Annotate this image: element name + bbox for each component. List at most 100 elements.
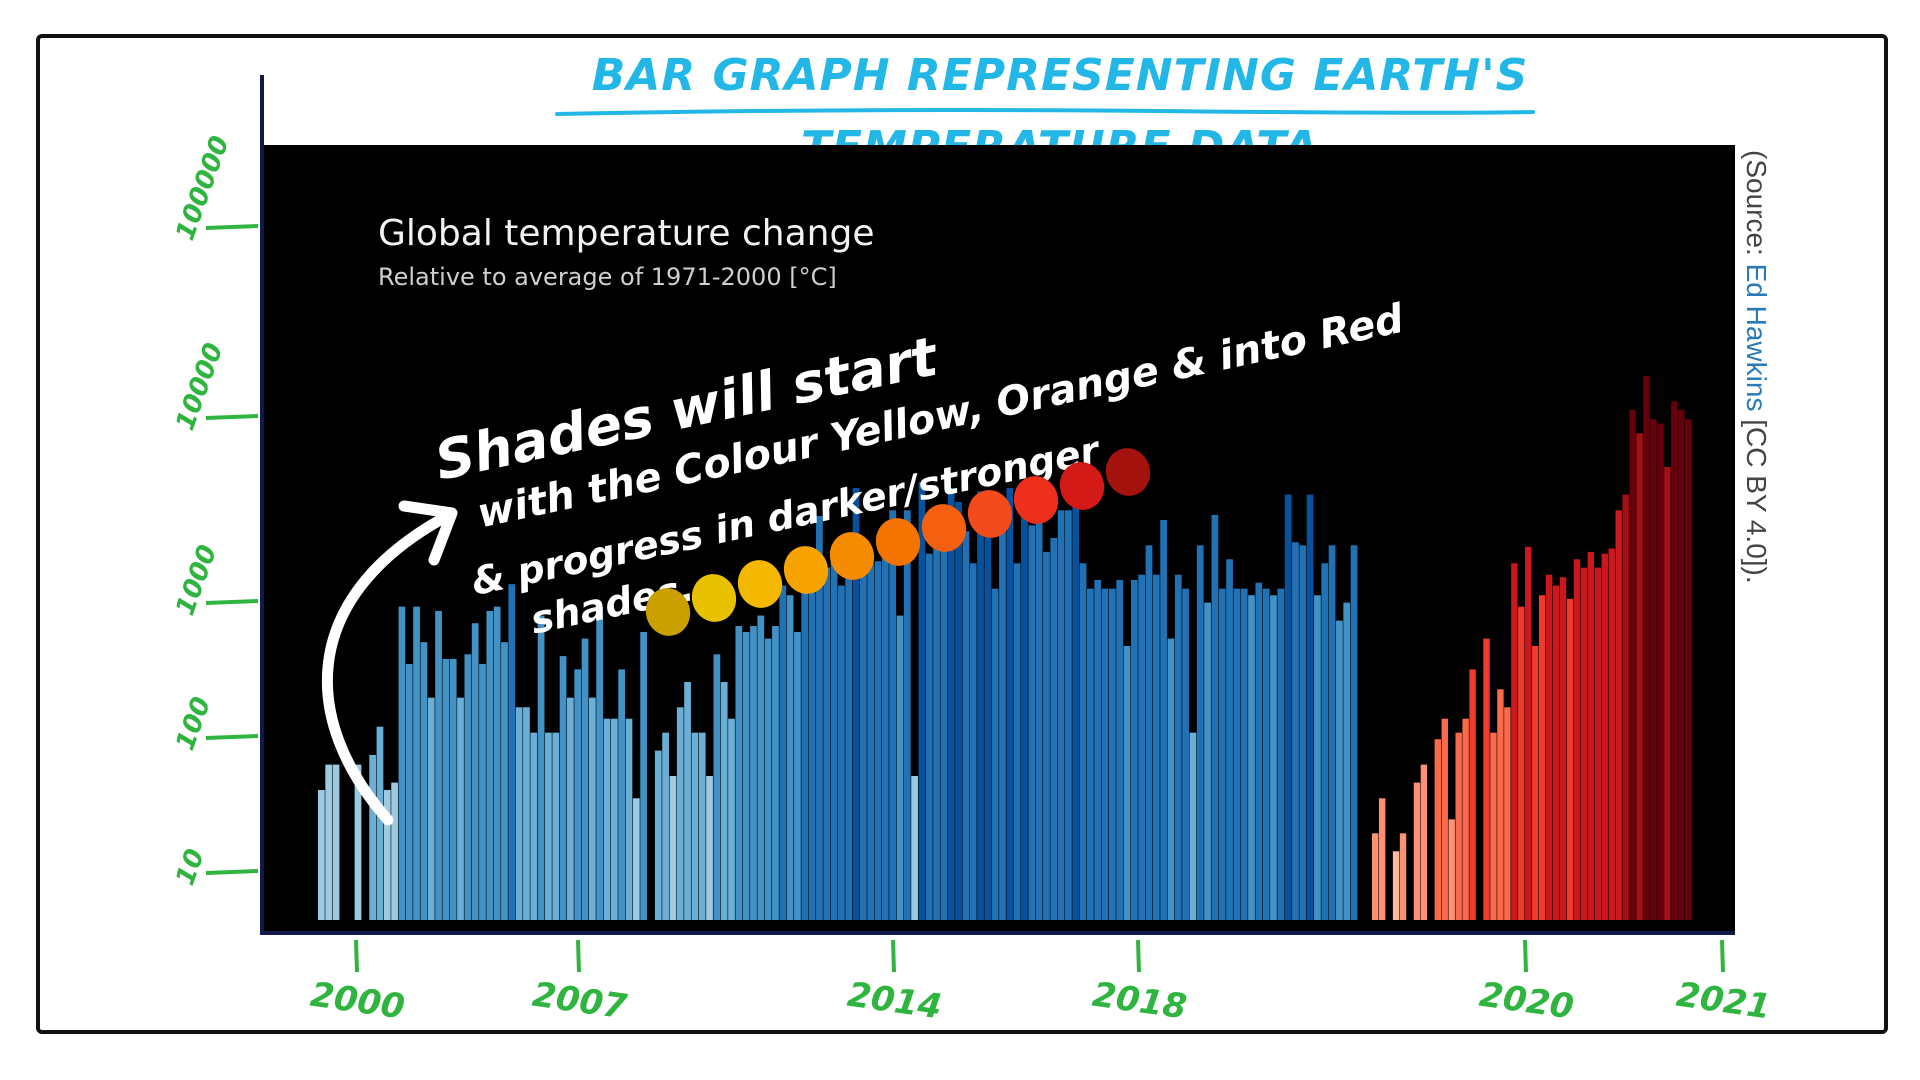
- blue-bar: [962, 531, 970, 920]
- red-bar: [1378, 798, 1386, 920]
- panel-subtitle: Relative to average of 1971-2000 [°C]: [378, 263, 837, 291]
- red-bar: [1441, 718, 1448, 920]
- blue-bar: [816, 515, 823, 920]
- blue-bar: [1174, 574, 1182, 920]
- red-bar: [1518, 606, 1525, 920]
- x-tick-label: 2020: [1477, 975, 1576, 1028]
- red-bar: [1420, 764, 1428, 920]
- blue-bar: [545, 732, 552, 920]
- blue-bar: [464, 654, 472, 920]
- red-bar: [1657, 423, 1664, 920]
- blue-bar: [823, 567, 831, 920]
- blue-bar: [955, 501, 962, 920]
- blue-bar: [1013, 563, 1021, 920]
- blue-bar: [845, 564, 853, 920]
- x-tick: [576, 939, 581, 973]
- red-bar: [1525, 546, 1532, 920]
- x-tick: [891, 939, 896, 973]
- red-bar: [1399, 833, 1407, 920]
- red-bar: [1552, 585, 1560, 920]
- source-credit: (Source: Ed Hawkins [CC BY 4.0]).: [1736, 150, 1776, 650]
- blue-bar: [720, 681, 728, 920]
- blue-bar: [479, 663, 486, 920]
- blue-bar: [1204, 602, 1211, 920]
- color-swatch: [875, 518, 921, 566]
- y-tick: [205, 414, 259, 420]
- blue-bar: [728, 718, 735, 920]
- blue-bar: [830, 561, 838, 920]
- red-bar: [1601, 553, 1608, 920]
- blue-bar: [1336, 620, 1343, 920]
- blue-bar: [1233, 588, 1241, 920]
- blue-bar: [1226, 559, 1233, 920]
- red-bar: [1664, 466, 1671, 920]
- red-bar: [1580, 567, 1588, 920]
- blue-bar: [420, 642, 428, 920]
- red-bar: [1372, 833, 1379, 920]
- blue-bar: [691, 732, 699, 920]
- blue-bar: [501, 642, 508, 920]
- blue-bar: [838, 585, 845, 920]
- blue-bar: [596, 606, 604, 920]
- color-swatch: [737, 560, 783, 608]
- blue-bar: [713, 654, 721, 920]
- blue-bar: [911, 776, 918, 920]
- x-tick-label: 2018: [1090, 975, 1189, 1028]
- blue-bar: [471, 623, 479, 920]
- red-bar: [1615, 510, 1622, 920]
- blue-bar: [354, 764, 362, 920]
- blue-bar: [852, 488, 860, 920]
- y-tick-label: 100: [170, 693, 217, 754]
- blue-bar: [1248, 595, 1255, 920]
- red-bar: [1483, 638, 1490, 920]
- blue-bar: [896, 615, 904, 920]
- blue-bar: [325, 764, 333, 920]
- blue-bar: [618, 669, 626, 920]
- blue-bar: [999, 514, 1006, 920]
- red-bar: [1448, 819, 1455, 920]
- blue-bar: [449, 658, 457, 920]
- red-bar: [1434, 739, 1442, 920]
- blue-bar: [977, 491, 984, 920]
- blue-bar: [1350, 545, 1358, 920]
- color-swatch: [1105, 448, 1151, 496]
- x-tick: [1136, 939, 1141, 973]
- blue-bar: [1189, 732, 1197, 920]
- blue-bar: [413, 606, 420, 920]
- red-bar: [1629, 409, 1636, 920]
- blue-bar: [1094, 579, 1102, 920]
- red-bar: [1392, 851, 1400, 920]
- blue-bar: [1211, 514, 1219, 920]
- blue-bar: [640, 632, 647, 920]
- red-bar: [1671, 401, 1678, 920]
- blue-bar: [486, 610, 494, 920]
- blue-bar: [1050, 537, 1058, 920]
- arrow-head-icon: [398, 500, 458, 566]
- source-prefix: (Source:: [1741, 150, 1772, 264]
- page-frame: [36, 34, 1888, 1034]
- red-bar: [1545, 574, 1553, 920]
- blue-bar: [1152, 574, 1160, 920]
- source-author-link[interactable]: Ed Hawkins: [1741, 263, 1772, 412]
- red-bar: [1490, 732, 1497, 920]
- red-bar: [1643, 375, 1650, 920]
- x-tick: [1720, 939, 1725, 973]
- blue-bar: [669, 776, 677, 920]
- blue-bar: [933, 531, 940, 920]
- blue-bar: [925, 553, 933, 920]
- y-tick-label: 1000: [170, 541, 223, 619]
- blue-bar: [684, 681, 691, 920]
- blue-bar: [1218, 588, 1226, 920]
- blue-bar: [1072, 501, 1080, 920]
- blue-bar: [698, 732, 706, 920]
- blue-bar: [859, 563, 867, 920]
- blue-bar: [574, 669, 582, 920]
- blue-bar: [1130, 579, 1138, 920]
- blue-bar: [581, 638, 589, 920]
- red-bar: [1469, 669, 1476, 920]
- blue-bar: [662, 732, 669, 920]
- color-swatch: [829, 532, 875, 580]
- y-tick-label: 10000: [170, 339, 229, 434]
- blue-bar: [1028, 525, 1036, 920]
